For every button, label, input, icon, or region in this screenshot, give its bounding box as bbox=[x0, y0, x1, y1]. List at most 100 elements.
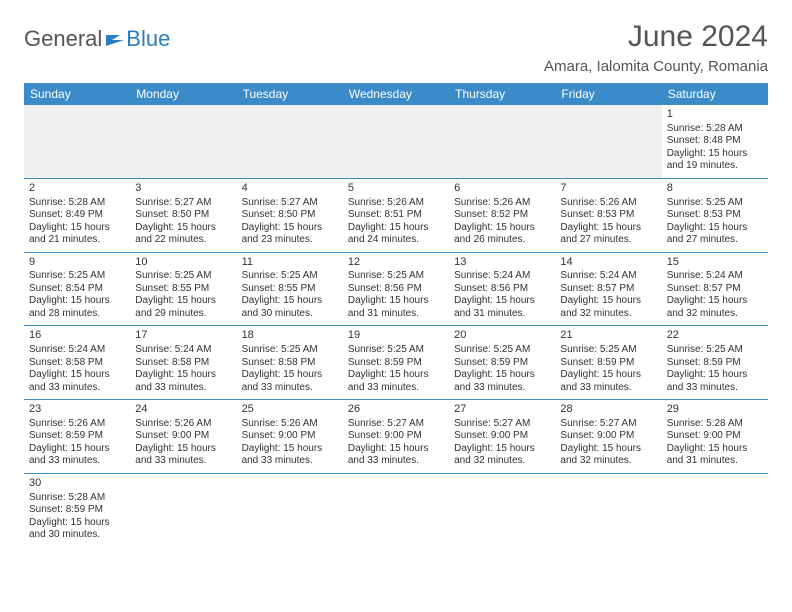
day-header: Saturday bbox=[662, 83, 768, 105]
daylight-text: Daylight: 15 hours and 33 minutes. bbox=[348, 369, 444, 394]
calendar-week-row: 23Sunrise: 5:26 AMSunset: 8:59 PMDayligh… bbox=[24, 400, 768, 474]
calendar-day-cell bbox=[343, 105, 449, 178]
day-header: Tuesday bbox=[237, 83, 343, 105]
sunrise-text: Sunrise: 5:25 AM bbox=[29, 270, 125, 283]
day-number: 19 bbox=[348, 329, 444, 343]
sunset-text: Sunset: 9:00 PM bbox=[667, 430, 763, 443]
day-number: 9 bbox=[29, 256, 125, 270]
flag-icon bbox=[106, 32, 124, 46]
calendar-day-cell: 7Sunrise: 5:26 AMSunset: 8:53 PMDaylight… bbox=[555, 178, 661, 252]
day-header: Sunday bbox=[24, 83, 130, 105]
calendar-week-row: 16Sunrise: 5:24 AMSunset: 8:58 PMDayligh… bbox=[24, 326, 768, 400]
sunset-text: Sunset: 8:59 PM bbox=[348, 357, 444, 370]
sunrise-text: Sunrise: 5:26 AM bbox=[242, 418, 338, 431]
calendar-day-cell bbox=[555, 473, 661, 546]
sunrise-text: Sunrise: 5:25 AM bbox=[667, 197, 763, 210]
calendar-day-cell: 17Sunrise: 5:24 AMSunset: 8:58 PMDayligh… bbox=[130, 326, 236, 400]
sunrise-text: Sunrise: 5:25 AM bbox=[242, 344, 338, 357]
calendar-day-cell: 1Sunrise: 5:28 AMSunset: 8:48 PMDaylight… bbox=[662, 105, 768, 178]
calendar-day-cell bbox=[555, 105, 661, 178]
daylight-text: Daylight: 15 hours and 33 minutes. bbox=[29, 369, 125, 394]
day-number: 2 bbox=[29, 182, 125, 196]
day-number: 6 bbox=[454, 182, 550, 196]
calendar-day-cell: 12Sunrise: 5:25 AMSunset: 8:56 PMDayligh… bbox=[343, 252, 449, 326]
sunrise-text: Sunrise: 5:25 AM bbox=[454, 344, 550, 357]
day-number: 10 bbox=[135, 256, 231, 270]
day-number: 11 bbox=[242, 256, 338, 270]
calendar-day-cell: 6Sunrise: 5:26 AMSunset: 8:52 PMDaylight… bbox=[449, 178, 555, 252]
sunrise-text: Sunrise: 5:28 AM bbox=[29, 197, 125, 210]
sunrise-text: Sunrise: 5:26 AM bbox=[454, 197, 550, 210]
sunset-text: Sunset: 8:50 PM bbox=[135, 209, 231, 222]
sunrise-text: Sunrise: 5:28 AM bbox=[29, 492, 125, 505]
day-number: 17 bbox=[135, 329, 231, 343]
sunset-text: Sunset: 8:57 PM bbox=[560, 283, 656, 296]
calendar-day-cell bbox=[662, 473, 768, 546]
location-text: Amara, Ialomita County, Romania bbox=[544, 58, 768, 75]
calendar-day-cell: 4Sunrise: 5:27 AMSunset: 8:50 PMDaylight… bbox=[237, 178, 343, 252]
sunrise-text: Sunrise: 5:24 AM bbox=[667, 270, 763, 283]
day-number: 24 bbox=[135, 403, 231, 417]
sunset-text: Sunset: 9:00 PM bbox=[454, 430, 550, 443]
sunset-text: Sunset: 8:48 PM bbox=[667, 135, 763, 148]
sunset-text: Sunset: 8:59 PM bbox=[454, 357, 550, 370]
sunrise-text: Sunrise: 5:26 AM bbox=[560, 197, 656, 210]
day-number: 3 bbox=[135, 182, 231, 196]
daylight-text: Daylight: 15 hours and 28 minutes. bbox=[29, 295, 125, 320]
calendar-day-cell bbox=[449, 105, 555, 178]
calendar-week-row: 2Sunrise: 5:28 AMSunset: 8:49 PMDaylight… bbox=[24, 178, 768, 252]
logo-text-blue: Blue bbox=[126, 26, 170, 52]
sunrise-text: Sunrise: 5:27 AM bbox=[242, 197, 338, 210]
sunrise-text: Sunrise: 5:25 AM bbox=[348, 270, 444, 283]
sunrise-text: Sunrise: 5:27 AM bbox=[560, 418, 656, 431]
calendar-day-cell: 8Sunrise: 5:25 AMSunset: 8:53 PMDaylight… bbox=[662, 178, 768, 252]
daylight-text: Daylight: 15 hours and 26 minutes. bbox=[454, 222, 550, 247]
calendar-day-cell: 3Sunrise: 5:27 AMSunset: 8:50 PMDaylight… bbox=[130, 178, 236, 252]
calendar-day-cell: 30Sunrise: 5:28 AMSunset: 8:59 PMDayligh… bbox=[24, 473, 130, 546]
calendar-day-cell: 28Sunrise: 5:27 AMSunset: 9:00 PMDayligh… bbox=[555, 400, 661, 474]
daylight-text: Daylight: 15 hours and 33 minutes. bbox=[29, 443, 125, 468]
sunset-text: Sunset: 8:52 PM bbox=[454, 209, 550, 222]
calendar-day-cell: 5Sunrise: 5:26 AMSunset: 8:51 PMDaylight… bbox=[343, 178, 449, 252]
day-header: Thursday bbox=[449, 83, 555, 105]
sunset-text: Sunset: 8:53 PM bbox=[560, 209, 656, 222]
daylight-text: Daylight: 15 hours and 33 minutes. bbox=[135, 443, 231, 468]
day-number: 7 bbox=[560, 182, 656, 196]
daylight-text: Daylight: 15 hours and 33 minutes. bbox=[135, 369, 231, 394]
sunrise-text: Sunrise: 5:25 AM bbox=[667, 344, 763, 357]
day-number: 30 bbox=[29, 477, 125, 491]
logo: General Blue bbox=[24, 26, 170, 52]
calendar-day-cell bbox=[237, 473, 343, 546]
calendar-day-cell: 16Sunrise: 5:24 AMSunset: 8:58 PMDayligh… bbox=[24, 326, 130, 400]
daylight-text: Daylight: 15 hours and 33 minutes. bbox=[348, 443, 444, 468]
daylight-text: Daylight: 15 hours and 23 minutes. bbox=[242, 222, 338, 247]
daylight-text: Daylight: 15 hours and 32 minutes. bbox=[560, 443, 656, 468]
day-number: 22 bbox=[667, 329, 763, 343]
calendar-day-cell: 22Sunrise: 5:25 AMSunset: 8:59 PMDayligh… bbox=[662, 326, 768, 400]
daylight-text: Daylight: 15 hours and 33 minutes. bbox=[560, 369, 656, 394]
daylight-text: Daylight: 15 hours and 22 minutes. bbox=[135, 222, 231, 247]
daylight-text: Daylight: 15 hours and 32 minutes. bbox=[454, 443, 550, 468]
calendar-day-cell: 13Sunrise: 5:24 AMSunset: 8:56 PMDayligh… bbox=[449, 252, 555, 326]
sunrise-text: Sunrise: 5:24 AM bbox=[135, 344, 231, 357]
daylight-text: Daylight: 15 hours and 33 minutes. bbox=[242, 369, 338, 394]
calendar-day-cell: 20Sunrise: 5:25 AMSunset: 8:59 PMDayligh… bbox=[449, 326, 555, 400]
day-header-row: Sunday Monday Tuesday Wednesday Thursday… bbox=[24, 83, 768, 105]
title-block: June 2024 Amara, Ialomita County, Romani… bbox=[544, 20, 768, 75]
sunrise-text: Sunrise: 5:25 AM bbox=[242, 270, 338, 283]
day-number: 20 bbox=[454, 329, 550, 343]
sunset-text: Sunset: 8:56 PM bbox=[348, 283, 444, 296]
day-number: 23 bbox=[29, 403, 125, 417]
calendar-day-cell: 19Sunrise: 5:25 AMSunset: 8:59 PMDayligh… bbox=[343, 326, 449, 400]
calendar-day-cell bbox=[130, 473, 236, 546]
day-number: 26 bbox=[348, 403, 444, 417]
daylight-text: Daylight: 15 hours and 33 minutes. bbox=[242, 443, 338, 468]
day-header: Monday bbox=[130, 83, 236, 105]
sunset-text: Sunset: 8:51 PM bbox=[348, 209, 444, 222]
day-number: 12 bbox=[348, 256, 444, 270]
calendar-table: Sunday Monday Tuesday Wednesday Thursday… bbox=[24, 83, 768, 547]
daylight-text: Daylight: 15 hours and 27 minutes. bbox=[667, 222, 763, 247]
daylight-text: Daylight: 15 hours and 19 minutes. bbox=[667, 148, 763, 173]
calendar-day-cell: 25Sunrise: 5:26 AMSunset: 9:00 PMDayligh… bbox=[237, 400, 343, 474]
sunset-text: Sunset: 8:59 PM bbox=[560, 357, 656, 370]
